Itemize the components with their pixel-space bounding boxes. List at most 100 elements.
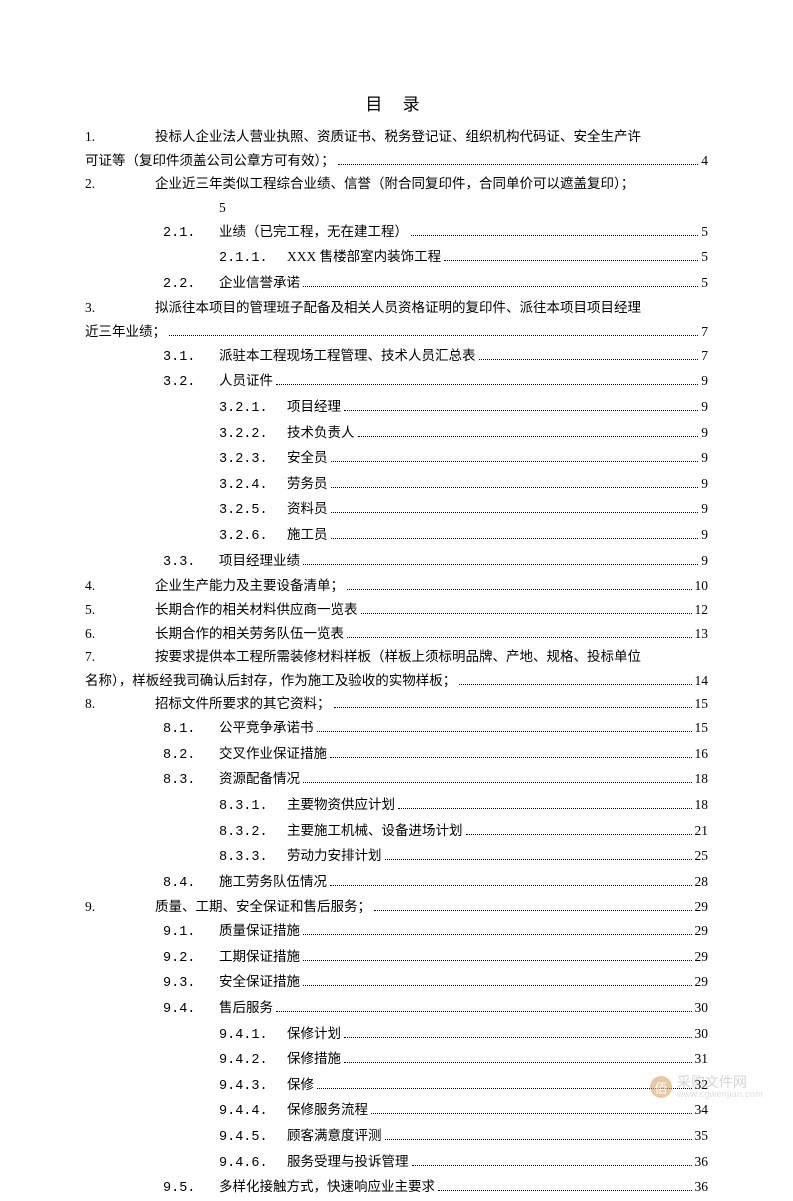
toc-entry-page: 4 [701,149,708,173]
toc-entry-page: 9 [701,395,708,419]
toc-leader-dots [479,359,699,360]
toc-entry-page: 15 [695,692,709,716]
watermark-icon: 佰 [650,1076,672,1098]
toc-entry-text: 人员证件 [219,369,273,393]
toc-entry-number: 9.4.4. [219,1100,287,1124]
toc-entry-text: 按要求提供本工程所需装修材料样板（样板上须标明品牌、产地、规格、投标单位 [155,645,641,669]
toc-leader-dots [344,1037,692,1038]
toc-entry-page: 15 [695,716,709,740]
toc-entry: 2.企业近三年类似工程综合业绩、信誉（附合同复印件，合同单价可以遮盖复印）； [85,172,708,196]
toc-entry: 3.2.6.施工员9 [85,523,708,549]
toc-entry-text: 企业近三年类似工程综合业绩、信誉（附合同复印件，合同单价可以遮盖复印）； [155,172,634,196]
toc-entry: 9.4.2.保修措施 31 [85,1047,708,1073]
toc-entry-page: 5 [701,220,708,244]
toc-leader-dots [331,487,699,488]
toc-entry-page: 29 [695,945,709,969]
toc-entry-text: 招标文件所要求的其它资料； [155,692,331,716]
toc-entry-number: 4. [85,574,155,598]
toc-body: 1.投标人企业法人营业执照、资质证书、税务登记证、组织机构代码证、安全生产许可证… [85,125,708,1201]
toc-entry-text: 保修服务流程 [287,1098,368,1122]
toc-entry: 4.企业生产能力及主要设备清单；10 [85,574,708,598]
toc-entry-page: 9 [701,369,708,393]
toc-entry: 9.4.6.服务受理与投诉管理 36 [85,1150,708,1176]
toc-leader-dots [330,885,692,886]
toc-leader-dots [303,960,692,961]
toc-entry-text: 主要物资供应计划 [287,793,395,817]
toc-entry-number: 9.4. [163,998,219,1022]
toc-entry-page: 34 [695,1098,709,1122]
toc-entry-number: 8.2. [163,744,219,768]
toc-entry-number: 9.4.5. [219,1126,287,1150]
toc-entry: 3.2.2.技术负责人9 [85,421,708,447]
toc-leader-dots [303,286,698,287]
toc-entry: 5 [85,196,708,220]
toc-title: 目 录 [85,90,708,115]
toc-entry: 3.2.3.安全员9 [85,446,708,472]
toc-entry-number: 8.3. [163,769,219,793]
toc-entry: 8.1.公平竞争承诺书15 [85,716,708,742]
toc-entry: 3.2.1.项目经理9 [85,395,708,421]
toc-entry: 7.按要求提供本工程所需装修材料样板（样板上须标明品牌、产地、规格、投标单位 [85,645,708,669]
toc-entry: 3.3.项目经理业绩9 [85,549,708,575]
toc-entry-text: 投标人企业法人营业执照、资质证书、税务登记证、组织机构代码证、安全生产许 [155,125,641,149]
toc-entry-text: 施工劳务队伍情况 [219,870,327,894]
toc-entry-number: 9.4.3. [219,1075,287,1099]
toc-entry: 可证等（复印件须盖公司公章方可有效）； 4 [85,149,708,173]
toc-leader-dots [374,910,692,911]
toc-leader-dots [331,512,699,513]
toc-leader-dots [371,1113,692,1114]
toc-entry-number: 6. [85,622,155,646]
toc-entry-page: 21 [695,819,709,843]
toc-entry: 9.4.3.保修32 [85,1073,708,1099]
toc-entry: 8.3.3.劳动力安排计划25 [85,844,708,870]
toc-entry-number: 3.2.1. [219,397,287,421]
toc-entry-number: 3.2.6. [219,525,287,549]
toc-entry-text: 派驻本工程现场工程管理、技术人员汇总表 [219,344,476,368]
toc-leader-dots [330,757,692,758]
toc-leader-dots [344,1062,692,1063]
toc-entry-text: 业绩（已完工程，无在建工程） [219,220,408,244]
toc-entry-number: 3.2.4. [219,474,287,498]
toc-entry-text: 保修 [287,1073,314,1097]
toc-leader-dots [398,808,692,809]
toc-entry-text: 质量、工期、安全保证和售后服务； [155,895,371,919]
toc-leader-dots [347,589,692,590]
toc-leader-dots [344,410,698,411]
toc-entry: 1.投标人企业法人营业执照、资质证书、税务登记证、组织机构代码证、安全生产许 [85,125,708,149]
toc-leader-dots [303,782,692,783]
toc-entry-number: 9.4.6. [219,1152,287,1176]
toc-entry-number: 8.4. [163,872,219,896]
toc-entry-page: 31 [695,1047,709,1071]
toc-entry-text: 劳动力安排计划 [287,844,382,868]
watermark: 佰 采购文件网 www.cgwenjian.com [650,1075,763,1100]
toc-entry-page: 5 [701,245,708,269]
toc-entry-text: 名称），样板经我司确认后封存，作为施工及验收的实物样板； [85,669,456,693]
toc-entry-number: 9. [85,895,155,919]
toc-entry: 2.2.企业信誉承诺5 [85,271,708,297]
toc-entry-text: 企业信誉承诺 [219,271,300,295]
toc-entry-number: 8. [85,692,155,716]
toc-leader-dots [331,538,699,539]
toc-entry-page: 36 [695,1175,709,1199]
toc-entry-text: 项目经理业绩 [219,549,300,573]
toc-entry-text: 交叉作业保证措施 [219,742,327,766]
toc-entry: 名称），样板经我司确认后封存，作为施工及验收的实物样板；14 [85,669,708,693]
toc-leader-dots [303,934,692,935]
toc-entry-text: 可证等（复印件须盖公司公章方可有效）； [85,149,335,173]
toc-entry: 3.1.派驻本工程现场工程管理、技术人员汇总表7 [85,344,708,370]
toc-entry-page: 28 [695,870,709,894]
toc-entry-text: 保修计划 [287,1022,341,1046]
toc-entry-text: 劳务员 [287,472,328,496]
toc-entry-number: 5. [85,598,155,622]
toc-entry-page: 18 [695,793,709,817]
toc-entry-page: 36 [695,1150,709,1174]
toc-entry-text: 服务受理与投诉管理 [287,1150,409,1174]
toc-leader-dots [169,335,698,336]
toc-entry: 9.1.质量保证措施29 [85,919,708,945]
toc-entry-text: 售后服务 [219,996,273,1020]
toc-entry-page: 9 [701,446,708,470]
toc-entry-page: 30 [695,996,709,1020]
toc-entry-text: 保修措施 [287,1047,341,1071]
watermark-url: www.cgwenjian.com [677,1090,763,1100]
toc-entry-number: 9.4.2. [219,1049,287,1073]
